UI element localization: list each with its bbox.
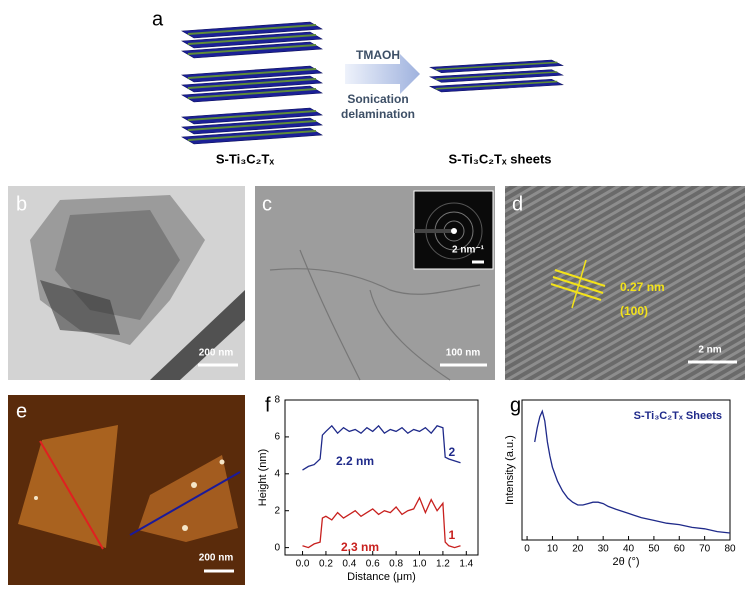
sheet-illustration [429, 59, 564, 93]
arrow [345, 54, 420, 94]
y-tick-label: 0 [274, 542, 280, 553]
flake [138, 455, 238, 542]
y-axis-title: Intensity (a.u.) [504, 435, 516, 505]
panel-label: b [16, 193, 27, 215]
diffraction-rings [414, 202, 483, 260]
lattice-spacing: 0.27 nm [620, 280, 665, 294]
flake-shapes [269, 249, 481, 381]
series-label: 2 [448, 445, 455, 459]
x-axis-title: 2θ (°) [612, 556, 639, 568]
flake-shapes [30, 195, 245, 380]
annotation: 2.2 nm [336, 454, 374, 468]
panel-label: c [262, 193, 272, 215]
process: delamination [341, 107, 415, 121]
x-tick-label: 0 [524, 544, 530, 555]
y-tick-label: 8 [274, 395, 280, 406]
x-tick-label: 80 [724, 544, 736, 555]
lattice-markers [550, 259, 606, 309]
scale-label: 2 nm⁻¹ [452, 245, 485, 256]
x-tick-label: 60 [674, 544, 686, 555]
x-tick-label: 40 [623, 544, 635, 555]
stack-illustration [182, 108, 322, 144]
y-axis-title: Height (nm) [257, 449, 269, 506]
series-label: 1 [448, 528, 455, 542]
x-tick-label: 1.4 [459, 559, 473, 570]
x-axis-title: Distance (μm) [347, 571, 416, 583]
caption: S-Ti₃C₂Tₓ sheets [449, 151, 552, 166]
scale-label: 2 nm [698, 345, 721, 356]
x-tick-label: 0.2 [319, 559, 333, 570]
x-tick-label: 70 [699, 544, 711, 555]
x-tick-label: 0.8 [389, 559, 403, 570]
stack-illustration [182, 66, 322, 102]
panel-label: d [512, 193, 523, 215]
scale-label: 100 nm [446, 348, 481, 359]
scale-label: 200 nm [199, 553, 234, 564]
particles [34, 459, 225, 531]
scale-label: 200 nm [199, 348, 234, 359]
y-tick-label: 6 [274, 432, 280, 443]
x-tick-label: 0.0 [296, 559, 310, 570]
x-tick-label: 1.0 [413, 559, 427, 570]
flake [18, 425, 118, 548]
plot-frame [521, 399, 731, 541]
x-tick-label: 10 [547, 544, 559, 555]
x-tick-label: 30 [598, 544, 610, 555]
x-tick-label: 20 [572, 544, 584, 555]
x-tick-label: 0.6 [366, 559, 380, 570]
data-line [302, 424, 461, 471]
stack-illustration [182, 22, 322, 58]
y-tick-label: 4 [274, 468, 280, 479]
legend-entry: S-Ti₃C₂Tₓ Sheets [634, 410, 722, 422]
panel-label: g [510, 394, 521, 416]
data-line [302, 496, 461, 549]
plot-frame [284, 399, 479, 556]
profile-line [129, 471, 241, 536]
process: Sonication [347, 92, 408, 106]
x-tick-label: 0.4 [342, 559, 356, 570]
panel-label: a [152, 8, 164, 30]
data-line [534, 409, 731, 534]
caption: S-Ti₃C₂Tₓ [216, 151, 274, 166]
reagent: TMAOH [356, 48, 400, 62]
panel-label: e [16, 400, 27, 422]
x-tick-label: 1.2 [436, 559, 450, 570]
x-tick-label: 50 [648, 544, 660, 555]
central-spot [451, 228, 457, 234]
micrograph [505, 186, 745, 380]
lattice-plane: (100) [620, 304, 648, 318]
y-tick-label: 2 [274, 505, 280, 516]
panel-label: f [265, 394, 271, 416]
profile-line [39, 440, 104, 550]
annotation: 2.3 nm [341, 540, 379, 554]
